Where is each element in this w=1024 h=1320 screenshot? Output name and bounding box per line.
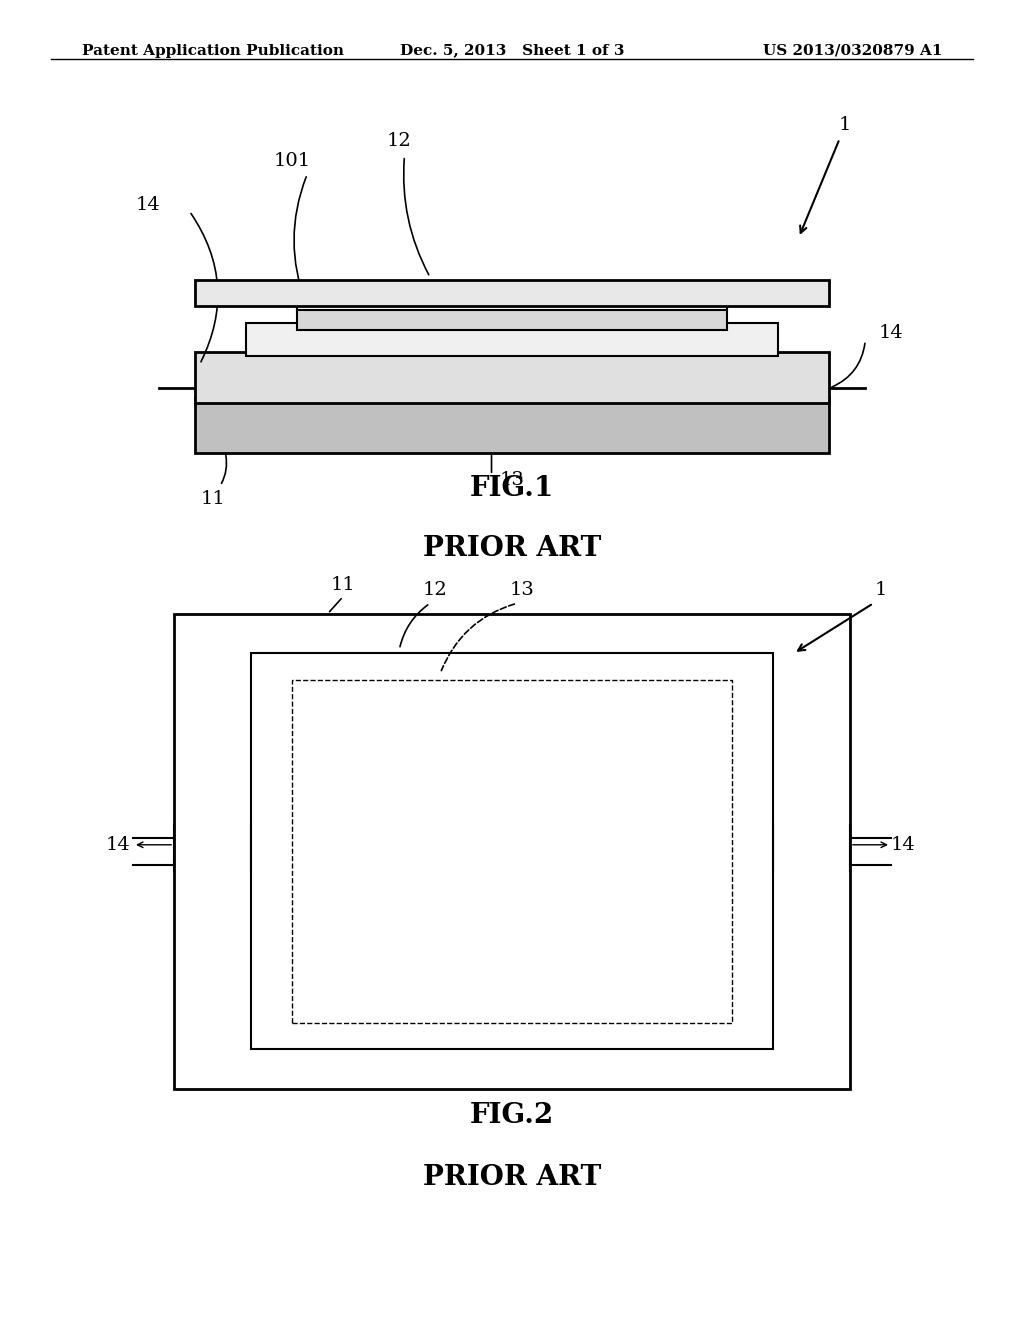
FancyBboxPatch shape bbox=[195, 280, 829, 306]
Text: FIG.1: FIG.1 bbox=[470, 475, 554, 502]
FancyBboxPatch shape bbox=[297, 300, 727, 310]
FancyBboxPatch shape bbox=[251, 653, 773, 1049]
Text: 12: 12 bbox=[423, 581, 447, 599]
Text: 12: 12 bbox=[387, 132, 412, 150]
FancyBboxPatch shape bbox=[195, 397, 829, 453]
Text: 13: 13 bbox=[510, 581, 535, 599]
Text: FIG.2: FIG.2 bbox=[470, 1102, 554, 1129]
Text: US 2013/0320879 A1: US 2013/0320879 A1 bbox=[763, 44, 942, 58]
Text: 11: 11 bbox=[201, 490, 225, 508]
FancyBboxPatch shape bbox=[195, 352, 829, 403]
Text: 13: 13 bbox=[500, 471, 524, 490]
Text: 14: 14 bbox=[879, 323, 903, 342]
Text: PRIOR ART: PRIOR ART bbox=[423, 535, 601, 561]
Text: Dec. 5, 2013   Sheet 1 of 3: Dec. 5, 2013 Sheet 1 of 3 bbox=[399, 44, 625, 58]
FancyBboxPatch shape bbox=[297, 304, 727, 330]
Text: 14: 14 bbox=[136, 195, 161, 214]
Text: PRIOR ART: PRIOR ART bbox=[423, 1164, 601, 1191]
FancyBboxPatch shape bbox=[174, 614, 850, 1089]
Text: 1: 1 bbox=[874, 581, 887, 599]
FancyBboxPatch shape bbox=[246, 323, 778, 356]
Text: 1: 1 bbox=[839, 116, 851, 135]
Text: 101: 101 bbox=[273, 152, 310, 170]
Text: 14: 14 bbox=[891, 836, 915, 854]
FancyBboxPatch shape bbox=[292, 680, 732, 1023]
Text: Patent Application Publication: Patent Application Publication bbox=[82, 44, 344, 58]
Text: 14: 14 bbox=[105, 836, 130, 854]
Text: 11: 11 bbox=[331, 576, 355, 594]
